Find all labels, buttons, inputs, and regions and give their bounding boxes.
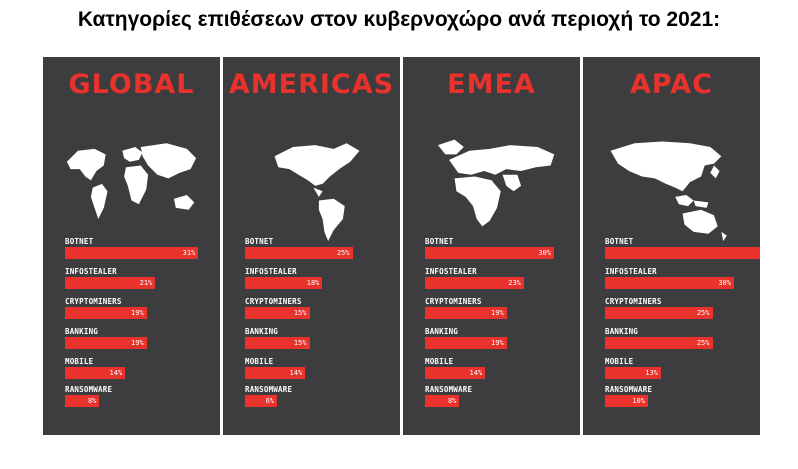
category-label: MOBILE (425, 357, 454, 366)
category-label: RANSOMWARE (425, 385, 473, 394)
category-label: MOBILE (245, 357, 274, 366)
category-label: INFOSTEALER (245, 267, 297, 276)
category-label: RANSOMWARE (65, 385, 113, 394)
category-label: INFOSTEALER (65, 267, 117, 276)
americas-map-icon (274, 143, 360, 242)
bar: 14% (65, 367, 126, 379)
value-label: 25% (696, 339, 710, 347)
bar: 13% (605, 367, 661, 379)
value-label: 19% (491, 339, 504, 347)
world-map-icon (66, 143, 197, 219)
bar: 30% (605, 277, 734, 289)
region-panel-emea: EMEA BOTNET 30% INFOSTEALER 23% CRYPTOMINERS 1… (403, 57, 580, 435)
bar: 18% (245, 277, 323, 289)
category-label: BOTNET (605, 237, 634, 246)
region-title: EMEA (447, 69, 536, 100)
value-label: 14% (109, 369, 123, 377)
value-label: 18% (306, 279, 320, 287)
category-label: INFOSTEALER (605, 267, 657, 276)
category-label: BANKING (425, 327, 459, 336)
value-label: 15% (293, 309, 307, 317)
category-label: BOTNET (425, 237, 454, 246)
region-title: AMERICAS (228, 69, 395, 100)
bar: 25% (605, 307, 713, 319)
bar: 31% (65, 247, 199, 259)
bar: 10% (605, 395, 648, 407)
category-label: RANSOMWARE (245, 385, 293, 394)
value-label: 31% (182, 249, 196, 257)
value-label: 25% (696, 309, 710, 317)
value-label: 14% (289, 369, 303, 377)
region-title: GLOBAL (68, 69, 195, 100)
bar: 19% (425, 337, 507, 349)
value-label: 19% (131, 339, 144, 347)
bar: 14% (425, 367, 486, 379)
bar: 8% (425, 395, 460, 407)
bar: 21% (65, 277, 156, 289)
category-label: BANKING (605, 327, 639, 336)
value-label: 30% (538, 249, 551, 257)
region-panel-americas: AMERICAS BOTNET 25% INFOSTEALER 18% CRYPTOMIN… (223, 57, 400, 435)
value-label: 25% (336, 249, 350, 257)
bar: 19% (65, 307, 147, 319)
bar: 30% (425, 247, 554, 259)
page-title: Κατηγορίες επιθέσεων στον κυβερνοχώρο αν… (77, 8, 721, 31)
value-label: 13% (645, 369, 658, 377)
category-label: CRYPTOMINERS (65, 297, 122, 306)
category-label: BOTNET (65, 237, 94, 246)
bar: 8% (65, 395, 100, 407)
value-label: 19% (491, 309, 504, 317)
category-label: BOTNET (245, 237, 274, 246)
bar: 23% (425, 277, 524, 289)
bar: 43% (605, 247, 760, 259)
region-panel-global: GLOBAL BOTNET 31% INFOSTEALER 21% CRYPTOMINER… (43, 57, 220, 435)
category-label: RANSOMWARE (605, 385, 653, 394)
category-label: CRYPTOMINERS (245, 297, 302, 306)
emea-map-icon (437, 139, 555, 227)
category-label: BANKING (245, 327, 279, 336)
value-label: 21% (139, 279, 153, 287)
bar: 14% (245, 367, 306, 379)
bar: 25% (245, 247, 353, 259)
category-label: MOBILE (605, 357, 634, 366)
bar: 15% (245, 337, 310, 349)
category-label: MOBILE (65, 357, 94, 366)
bar: 6% (245, 395, 277, 407)
value-label: 6% (265, 397, 274, 405)
value-label: 19% (131, 309, 144, 317)
category-label: BANKING (65, 327, 99, 336)
bar: 25% (605, 337, 713, 349)
value-label: 23% (508, 279, 521, 287)
region-panel-apac: APAC BOTNET43% INFOSTEALER 30% CRYPTOMINERS 2… (583, 57, 760, 435)
value-label: 30% (718, 279, 731, 287)
region-title: APAC (630, 69, 713, 100)
value-label: 14% (469, 369, 483, 377)
category-label: CRYPTOMINERS (425, 297, 482, 306)
category-label: CRYPTOMINERS (605, 297, 662, 306)
category-label: INFOSTEALER (425, 267, 477, 276)
value-label: 8% (87, 397, 97, 405)
value-label: 10% (632, 397, 645, 405)
value-label: 8% (447, 397, 457, 405)
bar: 15% (245, 307, 310, 319)
apac-map-icon (610, 141, 727, 242)
bar: 19% (425, 307, 507, 319)
value-label: 15% (293, 339, 307, 347)
bar: 19% (65, 337, 147, 349)
